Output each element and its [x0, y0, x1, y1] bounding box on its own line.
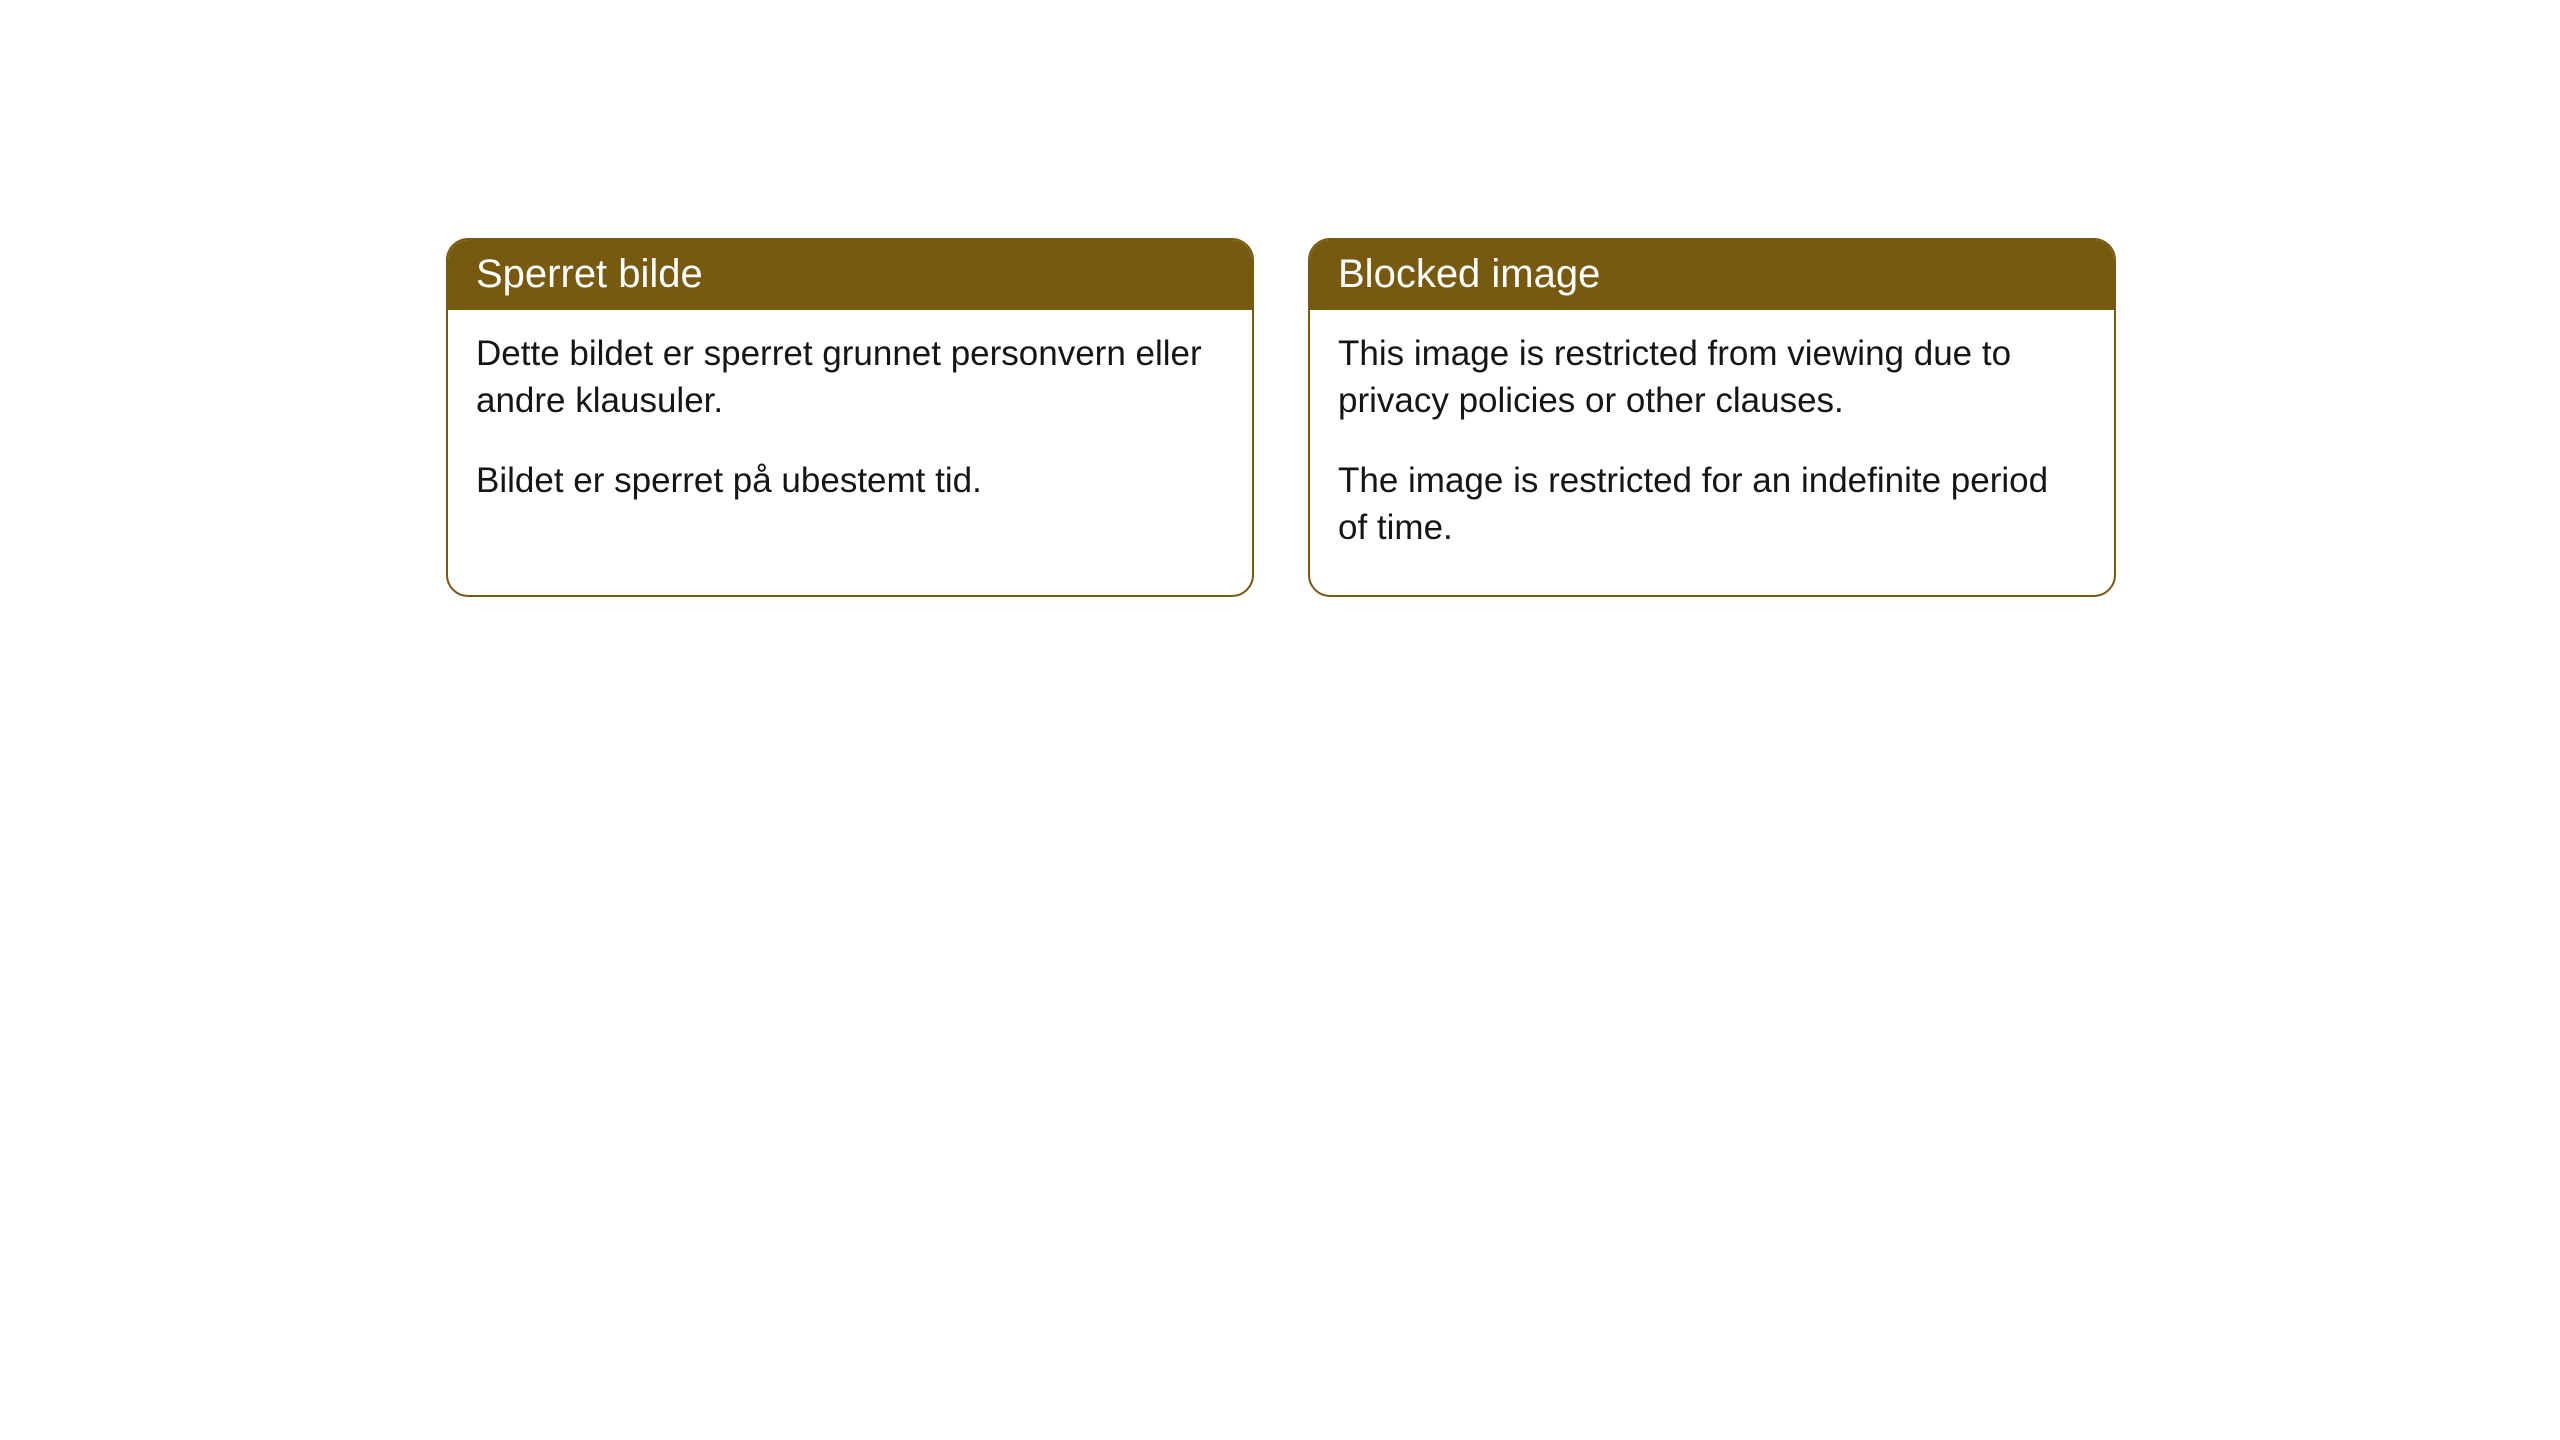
blocked-image-card-norwegian: Sperret bilde Dette bildet er sperret gr… [446, 238, 1254, 597]
card-title-norwegian: Sperret bilde [448, 240, 1252, 310]
blocked-image-card-english: Blocked image This image is restricted f… [1308, 238, 2116, 597]
card-body-english: This image is restricted from viewing du… [1310, 310, 2114, 595]
card-message-1-english: This image is restricted from viewing du… [1338, 330, 2086, 425]
card-message-2-norwegian: Bildet er sperret på ubestemt tid. [476, 457, 1224, 504]
card-title-english: Blocked image [1310, 240, 2114, 310]
card-message-1-norwegian: Dette bildet er sperret grunnet personve… [476, 330, 1224, 425]
card-body-norwegian: Dette bildet er sperret grunnet personve… [448, 310, 1252, 548]
cards-container: Sperret bilde Dette bildet er sperret gr… [0, 0, 2560, 597]
card-message-2-english: The image is restricted for an indefinit… [1338, 457, 2086, 552]
